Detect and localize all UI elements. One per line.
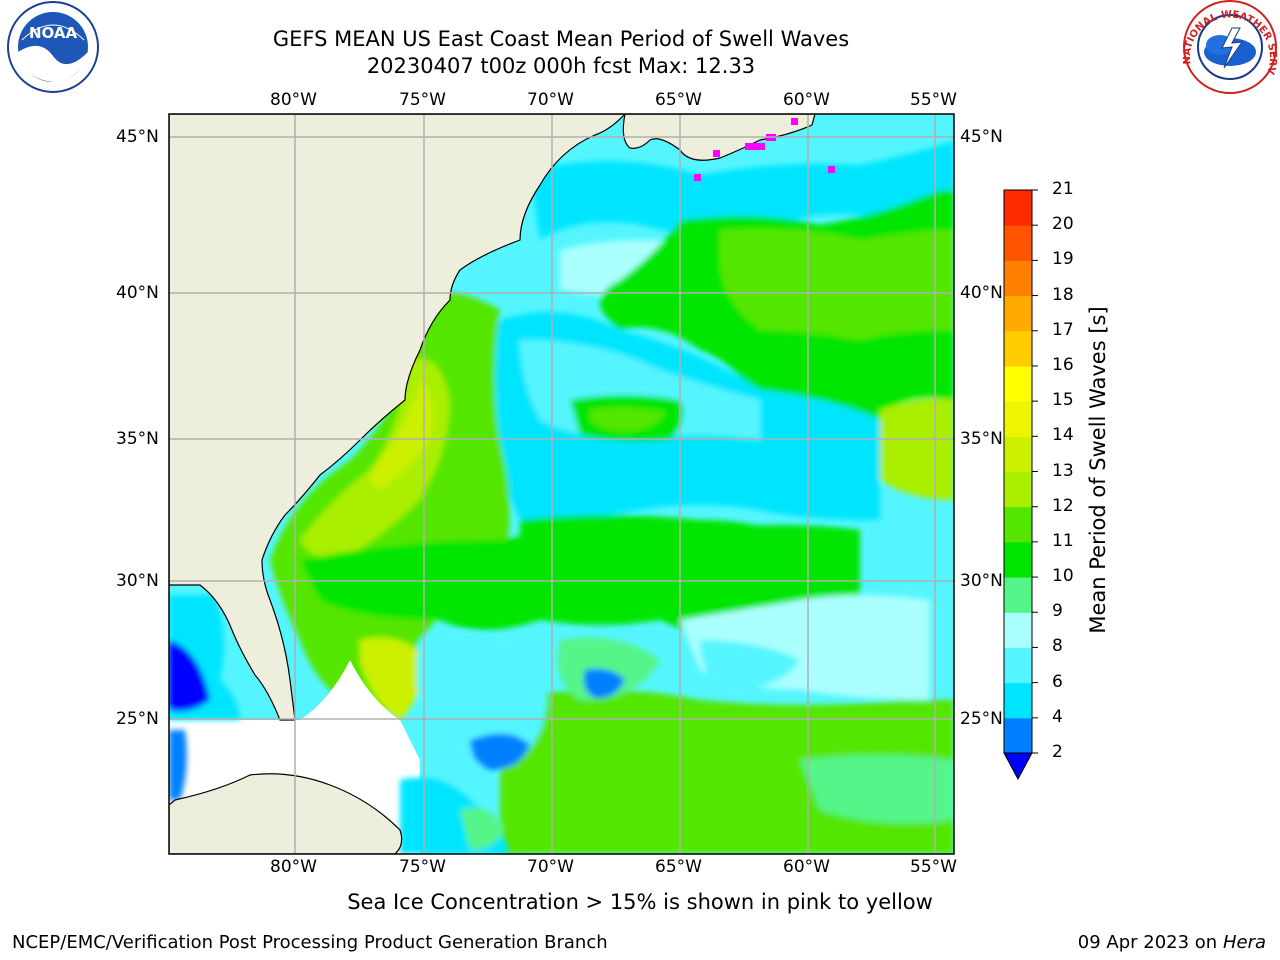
colorbar-segment xyxy=(1004,577,1032,613)
map-frame xyxy=(168,113,955,855)
lat-label-left: 40°N xyxy=(116,283,159,303)
credit-machine: Hera xyxy=(1222,932,1266,953)
colorbar-tick-label: 9 xyxy=(1052,601,1063,622)
colorbar-tick-label: 20 xyxy=(1052,214,1074,235)
lon-label-top: 65°W xyxy=(655,90,702,110)
colorbar-tick-label: 11 xyxy=(1052,530,1074,551)
noaa-logo-icon: NOAA xyxy=(7,1,99,93)
lon-label-bottom: 60°W xyxy=(783,857,830,877)
cuba-land xyxy=(169,773,403,854)
colorbar-segment xyxy=(1004,506,1032,543)
colorbar-tick-label: 16 xyxy=(1052,354,1074,375)
lon-label-top: 60°W xyxy=(783,90,830,110)
colorbar-tick-label: 21 xyxy=(1052,179,1074,199)
colorbar-segment xyxy=(1004,471,1032,508)
lon-label-bottom: 55°W xyxy=(910,857,957,877)
colorbar-tick-label: 19 xyxy=(1052,249,1074,270)
lon-label-bottom: 70°W xyxy=(527,857,574,877)
us-land xyxy=(169,114,626,721)
map-gridlines xyxy=(169,114,954,854)
lon-label-bottom: 65°W xyxy=(655,857,702,877)
colorbar-tick-label: 8 xyxy=(1052,636,1063,657)
colorbar-tick-label: 10 xyxy=(1052,566,1074,587)
lon-label-bottom: 75°W xyxy=(399,857,446,877)
lon-label-bottom: 80°W xyxy=(270,857,317,877)
credit-left: NCEP/EMC/Verification Post Processing Pr… xyxy=(12,932,608,953)
colorbar-segment xyxy=(1004,365,1032,402)
colorbar-tick-label: 6 xyxy=(1052,671,1063,692)
lon-label-top: 55°W xyxy=(910,90,957,110)
lat-label-right: 30°N xyxy=(960,571,1003,591)
colorbar-segment xyxy=(1004,436,1032,472)
colorbar-tick-label: 18 xyxy=(1052,284,1074,305)
colorbar-tick-label: 14 xyxy=(1052,425,1074,446)
colorbar-tick-label: 4 xyxy=(1052,706,1063,727)
colorbar-segment xyxy=(1004,225,1032,261)
lat-label-left: 45°N xyxy=(116,127,159,147)
credit-right: 09 Apr 2023 on Hera xyxy=(1078,932,1266,953)
colorbar-segment xyxy=(1004,541,1032,578)
swell-period-field xyxy=(169,114,954,854)
colorbar-tick-label: 15 xyxy=(1052,390,1074,411)
colorbar-tick-label: 13 xyxy=(1052,460,1074,481)
lon-label-top: 70°W xyxy=(527,90,574,110)
chart-title: GEFS MEAN US East Coast Mean Period of S… xyxy=(272,27,850,51)
colorbar-tick-label: 12 xyxy=(1052,495,1074,516)
colorbar-segment xyxy=(1004,612,1032,648)
colorbar-segment xyxy=(1004,682,1032,719)
noaa-logo-text: NOAA xyxy=(29,24,78,42)
chart-subtitle: 20230407 t00z 000h fcst Max: 12.33 xyxy=(366,54,756,78)
colorbar-tick-label: 17 xyxy=(1052,319,1074,340)
lat-label-right: 35°N xyxy=(960,429,1003,449)
lat-label-right: 25°N xyxy=(960,709,1003,729)
lat-label-left: 35°N xyxy=(116,429,159,449)
lat-label-left: 25°N xyxy=(116,709,159,729)
colorbar-segment xyxy=(1004,647,1032,684)
colorbar-label: Mean Period of Swell Waves [s] xyxy=(1086,306,1110,634)
colorbar-under-arrow xyxy=(1003,752,1033,781)
lat-label-left: 30°N xyxy=(116,571,159,591)
colorbar-segment xyxy=(1004,717,1032,754)
colorbar xyxy=(1003,189,1038,781)
lon-label-top: 80°W xyxy=(270,90,317,110)
sea-ice-note: Sea Ice Concentration > 15% is shown in … xyxy=(347,890,933,914)
colorbar-segment xyxy=(1004,295,1032,332)
lat-label-right: 40°N xyxy=(960,283,1003,303)
colorbar-segment xyxy=(1004,401,1032,437)
lat-label-right: 45°N xyxy=(960,127,1003,147)
colorbar-segment xyxy=(1004,260,1032,297)
colorbar-segment xyxy=(1004,190,1032,226)
lon-label-top: 75°W xyxy=(399,90,446,110)
credit-date: 09 Apr 2023 on xyxy=(1077,932,1218,953)
colorbar-tick-label: 2 xyxy=(1052,742,1063,762)
colorbar-segment xyxy=(1004,330,1032,367)
